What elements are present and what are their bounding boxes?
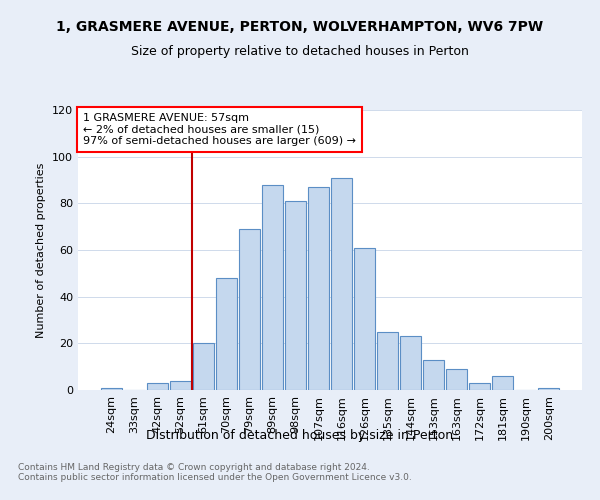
Bar (262, 184, 283, 390)
Bar (285, 201, 306, 390)
Text: Size of property relative to detached houses in Perton: Size of property relative to detached ho… (131, 45, 469, 58)
Text: Contains HM Land Registry data © Crown copyright and database right 2024.
Contai: Contains HM Land Registry data © Crown c… (18, 463, 412, 482)
Bar (446, 369, 467, 390)
Bar (239, 229, 260, 390)
Bar (538, 388, 559, 390)
Text: 1 GRASMERE AVENUE: 57sqm
← 2% of detached houses are smaller (15)
97% of semi-de: 1 GRASMERE AVENUE: 57sqm ← 2% of detache… (83, 113, 356, 146)
Bar (216, 278, 237, 390)
Y-axis label: Number of detached properties: Number of detached properties (37, 162, 46, 338)
Bar (170, 380, 191, 390)
Bar (423, 360, 444, 390)
Bar (101, 388, 122, 390)
Bar (147, 383, 167, 390)
Text: Distribution of detached houses by size in Perton: Distribution of detached houses by size … (146, 428, 454, 442)
Bar (469, 383, 490, 390)
Bar (377, 332, 398, 390)
Bar (331, 178, 352, 390)
Bar (400, 336, 421, 390)
Bar (193, 344, 214, 390)
Text: 1, GRASMERE AVENUE, PERTON, WOLVERHAMPTON, WV6 7PW: 1, GRASMERE AVENUE, PERTON, WOLVERHAMPTO… (56, 20, 544, 34)
Bar (493, 376, 513, 390)
Bar (308, 187, 329, 390)
Bar (354, 248, 375, 390)
